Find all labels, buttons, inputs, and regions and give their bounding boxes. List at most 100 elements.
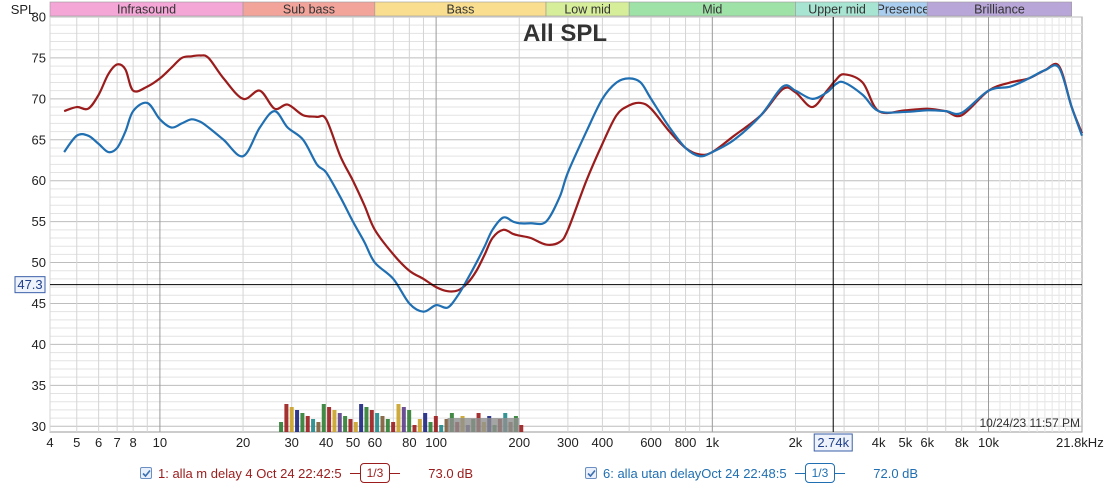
peak-marker bbox=[396, 404, 401, 432]
x-tick-label: 2k bbox=[789, 435, 803, 450]
band-label-4: Mid bbox=[702, 3, 722, 17]
series-2-smoothing-button[interactable]: 1/3 bbox=[794, 463, 846, 483]
x-tick-label: 10k bbox=[978, 435, 999, 450]
peak-marker bbox=[428, 422, 433, 432]
series-1-level: 73.0 dB bbox=[428, 465, 474, 481]
y-tick-label: 40 bbox=[32, 337, 46, 352]
band-label-1: Sub bass bbox=[283, 3, 335, 17]
series-lines bbox=[63, 54, 1084, 313]
x-tick-label: 200 bbox=[508, 435, 530, 450]
frequency-bands: Infrasound Sub bass Bass Low mid Mid Upper mi… bbox=[49, 1, 1072, 17]
x-tick-label: 4k bbox=[872, 435, 886, 450]
peak-marker bbox=[316, 422, 321, 432]
peak-marker bbox=[348, 419, 353, 432]
peak-marker bbox=[369, 410, 374, 432]
peak-marker bbox=[284, 404, 289, 432]
peak-marker bbox=[444, 419, 449, 432]
y-tick-label: 70 bbox=[32, 91, 46, 106]
peak-markers bbox=[279, 404, 524, 432]
x-tick-label: 50 bbox=[346, 435, 360, 450]
band-label-2: Bass bbox=[447, 3, 475, 17]
y-tick-label: 45 bbox=[32, 296, 46, 311]
peak-marker bbox=[417, 419, 422, 432]
peak-marker bbox=[364, 407, 369, 432]
chart-title: All SPL bbox=[523, 20, 607, 47]
band-7 bbox=[926, 1, 1072, 17]
peak-marker bbox=[327, 407, 332, 432]
legend-series-1[interactable]: 1: alla m delay 4 Oct 24 22:42:5 1/3 73.… bbox=[140, 463, 473, 483]
x-tick-label: 1k bbox=[705, 435, 719, 450]
peak-marker bbox=[423, 413, 428, 432]
y-tick-label: 75 bbox=[32, 50, 46, 65]
peak-marker bbox=[295, 410, 300, 432]
legend-series-2[interactable]: 6: alla utan delayOct 24 22:48:5 1/3 72.… bbox=[585, 463, 918, 483]
y-axis-label: SPL bbox=[11, 2, 36, 17]
grid bbox=[49, 16, 1082, 432]
peak-marker bbox=[407, 410, 412, 432]
peak-marker bbox=[311, 419, 316, 432]
series-1-name: 1: alla m delay 4 Oct 24 22:42:5 bbox=[158, 465, 342, 481]
peak-marker bbox=[321, 404, 326, 432]
series-2-name: 6: alla utan delayOct 24 22:48:5 bbox=[603, 465, 787, 481]
series-line-2 bbox=[63, 64, 1084, 313]
x-tick-label: 7 bbox=[114, 435, 121, 450]
x-axis-ticks: 4 5 6 7 8 10 20 30 40 50 60 80 100 200 300 400 600 800 1k 2… bbox=[46, 433, 1104, 452]
x-tick-label: 8 bbox=[130, 435, 137, 450]
cursor-x-label: 2.74k bbox=[817, 435, 849, 450]
y-tick-label: 50 bbox=[32, 255, 46, 270]
peak-marker bbox=[412, 425, 417, 432]
series-line-1 bbox=[63, 54, 1084, 293]
x-tick-label: 30 bbox=[284, 435, 298, 450]
peak-marker bbox=[391, 422, 396, 432]
x-tick-label: 21.8kHz bbox=[1056, 435, 1104, 450]
x-tick-label: 4 bbox=[46, 435, 53, 450]
series-1-smoothing: 1/3 bbox=[359, 463, 391, 483]
peak-marker bbox=[353, 422, 358, 432]
peak-marker bbox=[439, 425, 444, 432]
peak-marker bbox=[332, 410, 337, 432]
series-2-smoothing: 1/3 bbox=[804, 463, 836, 483]
x-tick-label: 600 bbox=[640, 435, 662, 450]
peak-marker-group bbox=[447, 418, 520, 432]
cursor-x-box bbox=[813, 433, 853, 452]
x-tick-label: 5 bbox=[73, 435, 80, 450]
band-label-0: Infrasound bbox=[117, 3, 176, 17]
y-tick-label: 35 bbox=[32, 378, 46, 393]
y-tick-label: 65 bbox=[32, 132, 46, 147]
y-tick-label: 30 bbox=[32, 419, 46, 434]
y-tick-label: 55 bbox=[32, 214, 46, 229]
series-2-checkbox[interactable] bbox=[585, 467, 597, 479]
x-tick-label: 400 bbox=[592, 435, 614, 450]
peak-marker bbox=[289, 407, 294, 432]
y-tick-label: 60 bbox=[32, 173, 46, 188]
y-axis-ticks: 30 35 40 45 50 55 60 65 70 75 80 47.3 bbox=[14, 10, 46, 434]
x-tick-label: 40 bbox=[319, 435, 333, 450]
x-tick-label: 800 bbox=[675, 435, 697, 450]
peak-marker bbox=[519, 425, 524, 432]
cursor-y-box bbox=[14, 276, 46, 294]
timestamp: 10/24/23 11:57 PM bbox=[979, 416, 1080, 430]
x-tick-label: 80 bbox=[402, 435, 416, 450]
series-1-checkbox[interactable] bbox=[140, 467, 152, 479]
cursor[interactable] bbox=[50, 17, 1082, 432]
cursor-y-label: 47.3 bbox=[17, 277, 42, 292]
x-tick-label: 20 bbox=[236, 435, 250, 450]
series-1-smoothing-button[interactable]: 1/3 bbox=[349, 463, 401, 483]
peak-marker bbox=[343, 416, 348, 432]
band-label-5: Upper mid bbox=[808, 3, 866, 17]
x-tick-label: 8k bbox=[955, 435, 969, 450]
peak-marker bbox=[401, 407, 406, 432]
peak-marker bbox=[337, 413, 342, 432]
x-tick-label: 10 bbox=[153, 435, 167, 450]
y-tick-label: 80 bbox=[32, 10, 46, 25]
peak-marker bbox=[305, 416, 310, 432]
x-tick-label: 5k bbox=[899, 435, 913, 450]
series-2-level: 72.0 dB bbox=[873, 465, 919, 481]
peak-marker bbox=[433, 416, 438, 432]
x-tick-label: 100 bbox=[425, 435, 447, 450]
peak-marker bbox=[300, 413, 305, 432]
peak-marker bbox=[380, 416, 385, 432]
peak-marker bbox=[359, 404, 364, 432]
band-label-3: Low mid bbox=[564, 3, 611, 17]
